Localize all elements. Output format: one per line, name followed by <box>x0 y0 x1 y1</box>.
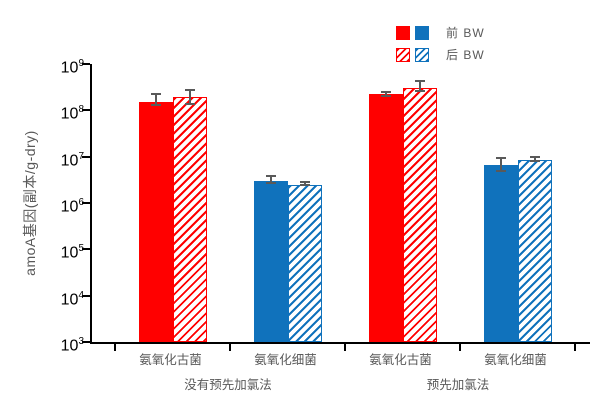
y-axis-tick-label: 103 <box>60 336 84 355</box>
error-bar-line <box>384 91 387 97</box>
y-axis-tick <box>82 109 90 112</box>
error-bar-cap-bottom <box>150 104 161 107</box>
error-bar-line <box>533 157 536 162</box>
y-axis-tick <box>82 202 90 204</box>
legend-label: 前 BW <box>446 26 485 40</box>
bar-solid <box>368 94 403 342</box>
error-bar-line <box>269 176 272 183</box>
category-label: 氨氧化细菌 <box>484 353 547 367</box>
error-bar-cap-top <box>299 181 310 184</box>
error-bar-cap-top <box>529 156 540 159</box>
legend-row: 前 BW <box>396 25 485 40</box>
error-bar-cap-top <box>495 156 506 159</box>
error-bar-line <box>499 157 502 172</box>
y-axis-tick <box>82 63 90 65</box>
error-bar-line <box>188 90 191 104</box>
error-bar-line <box>303 182 306 186</box>
bar-hatched <box>172 97 207 342</box>
y-axis-tick-label: 109 <box>60 58 84 77</box>
y-axis-tick <box>82 294 90 297</box>
bar-hatched <box>517 159 552 342</box>
condition-label: 没有预先加氯法 <box>184 378 272 392</box>
x-axis-tick <box>229 342 231 351</box>
bar-solid <box>483 165 518 342</box>
y-axis-tick-label: 107 <box>60 150 84 169</box>
error-bar-cap-top <box>414 80 425 83</box>
x-axis-tick <box>574 342 576 351</box>
legend-swatch-red-solid <box>396 25 410 40</box>
error-bar-cap-top <box>380 90 391 93</box>
bar-solid <box>138 102 173 342</box>
y-axis-tick-label: 106 <box>60 197 84 216</box>
error-bar-cap-bottom <box>265 182 276 184</box>
error-bar-cap-top <box>150 93 161 96</box>
condition-label: 预先加氯法 <box>426 378 490 392</box>
bar-hatched <box>402 88 437 342</box>
category-label: 氨氧化古菌 <box>369 353 432 367</box>
error-bar-cap-bottom <box>299 184 310 187</box>
category-label: 氨氧化古菌 <box>139 353 202 367</box>
error-bar-cap-top <box>265 175 276 178</box>
error-bar-cap-bottom <box>380 95 391 98</box>
bar-solid <box>253 180 288 342</box>
y-axis-tick-label: 105 <box>60 243 84 262</box>
error-bar-cap-bottom <box>529 160 540 163</box>
error-bar-line <box>418 81 421 92</box>
y-axis-tick-label: 108 <box>60 104 84 123</box>
legend-swatch-red-hatched <box>396 47 410 62</box>
legend-swatch-blue-solid <box>415 25 429 40</box>
legend-swatch-blue-hatched <box>415 47 429 62</box>
x-axis-tick <box>459 342 461 351</box>
error-bar-cap-top <box>184 89 195 92</box>
x-axis-tick <box>114 342 116 351</box>
error-bar-line <box>154 94 157 106</box>
error-bar-cap-bottom <box>184 102 195 105</box>
y-axis-tick <box>82 341 90 343</box>
error-bar-cap-bottom <box>414 90 425 93</box>
category-label: 氨氧化细菌 <box>254 353 317 367</box>
y-axis-tick <box>82 155 90 158</box>
bar-hatched <box>287 184 322 342</box>
error-bar-cap-bottom <box>495 170 506 173</box>
legend-label: 后 BW <box>446 48 485 62</box>
legend-row: 后 BW <box>396 47 485 62</box>
y-axis-tick-label: 104 <box>60 289 84 308</box>
plot-area <box>82 63 590 351</box>
y-axis-tick <box>82 248 90 251</box>
x-axis-tick <box>344 342 346 351</box>
